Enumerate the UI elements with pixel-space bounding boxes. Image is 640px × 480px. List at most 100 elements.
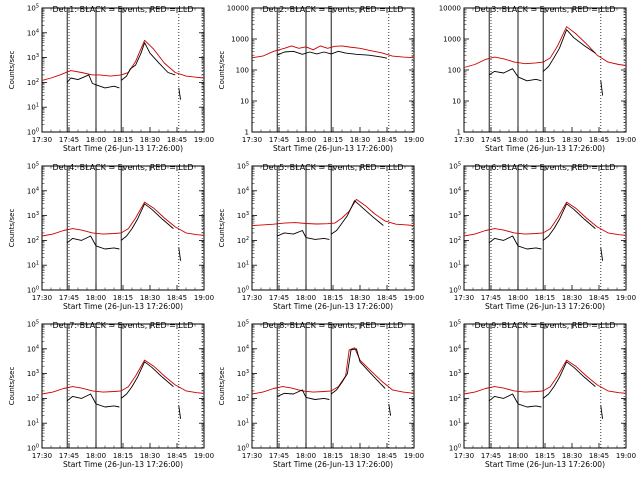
x-tick-label: 18:00 <box>86 294 106 302</box>
y-tick-label-base: 10 <box>27 212 36 220</box>
y-tick-label: 10 <box>240 98 249 106</box>
events-series-line <box>120 42 176 81</box>
y-axis-label: Counts/sec <box>218 209 226 248</box>
x-tick-label: 19:00 <box>404 136 424 144</box>
plot-frame <box>463 323 627 449</box>
x-axis-label: Start Time (26-Jun-13 17:26:00) <box>63 144 183 153</box>
x-tick-label: 19:00 <box>194 136 214 144</box>
x-tick-label: 18:30 <box>562 452 582 460</box>
y-tick-label-exponent: 0 <box>458 286 461 292</box>
lld-series-line <box>251 45 415 59</box>
events-series-line <box>600 80 604 96</box>
x-tick-label: 17:30 <box>454 136 474 144</box>
lld-series-line <box>41 359 205 395</box>
x-tick-label: 17:45 <box>481 452 501 460</box>
lld-series-line <box>41 201 205 237</box>
x-tick-label: 18:15 <box>113 294 133 302</box>
x-tick-label: 18:30 <box>350 294 370 302</box>
x-tick-label: 18:45 <box>589 136 609 144</box>
x-tick-label: 19:00 <box>616 136 636 144</box>
y-tick-label-exponent: 1 <box>246 419 249 425</box>
y-tick-label-base: 10 <box>449 445 458 453</box>
y-axis-label: Counts/sec <box>8 51 16 90</box>
y-tick-label: 1000 <box>231 36 249 44</box>
y-tick-label: 1 <box>457 129 461 137</box>
y-tick-label-exponent: 4 <box>458 186 461 192</box>
y-tick-label-base: 10 <box>449 370 458 378</box>
y-tick-label-exponent: 0 <box>36 444 39 450</box>
detector-panel: Det 9: BLACK = Events, RED = LLD10010110… <box>449 320 636 470</box>
y-tick-label: 104 <box>27 28 39 37</box>
x-tick-label: 18:00 <box>86 452 106 460</box>
x-tick-label: 18:30 <box>140 136 160 144</box>
y-tick-label: 101 <box>449 419 461 428</box>
y-tick-label-base: 10 <box>237 237 246 245</box>
x-tick-label: 18:15 <box>113 136 133 144</box>
y-tick-label: 102 <box>27 236 39 245</box>
y-tick-label-exponent: 3 <box>36 53 39 59</box>
y-tick-label: 102 <box>237 394 249 403</box>
x-tick-label: 18:30 <box>350 452 370 460</box>
y-tick-label-exponent: 5 <box>36 320 39 326</box>
y-tick-label-base: 10 <box>27 395 36 403</box>
y-tick-label: 1 <box>245 129 249 137</box>
x-tick-label: 17:30 <box>32 136 52 144</box>
y-tick-label-base: 10 <box>237 287 246 295</box>
y-tick-label: 104 <box>237 344 249 353</box>
x-tick-label: 17:45 <box>269 294 289 302</box>
x-tick-label: 18:00 <box>296 294 316 302</box>
x-tick-label: 18:45 <box>167 294 187 302</box>
x-axis-label: Start Time (26-Jun-13 17:26:00) <box>63 302 183 311</box>
y-tick-label-base: 10 <box>449 163 458 171</box>
y-tick-label: 103 <box>449 369 461 378</box>
x-tick-label: 18:45 <box>377 136 397 144</box>
x-tick-label: 18:00 <box>296 452 316 460</box>
x-axis-label: Start Time (26-Jun-13 17:26:00) <box>485 144 605 153</box>
y-tick-label: 100 <box>237 286 249 295</box>
y-tick-label: 10000 <box>439 5 461 13</box>
y-tick-label-exponent: 5 <box>36 162 39 168</box>
y-tick-label: 101 <box>27 261 39 270</box>
events-series-line <box>542 29 596 72</box>
x-tick-label: 19:00 <box>404 294 424 302</box>
y-tick-label-exponent: 2 <box>36 236 39 242</box>
y-tick-label-exponent: 3 <box>246 211 249 217</box>
x-tick-label: 17:30 <box>242 294 262 302</box>
x-tick-label: 18:45 <box>167 136 187 144</box>
events-series-line <box>600 405 604 419</box>
y-tick-label-base: 10 <box>449 321 458 329</box>
detector-panel: Det 6: BLACK = Events, RED = LLD10010110… <box>449 162 636 312</box>
x-tick-label: 18:15 <box>113 452 133 460</box>
events-series-line <box>178 247 182 261</box>
x-axis-label: Start Time (26-Jun-13 17:26:00) <box>63 460 183 469</box>
y-tick-label-base: 10 <box>449 212 458 220</box>
x-tick-label: 18:30 <box>350 136 370 144</box>
y-tick-label-base: 10 <box>27 29 36 37</box>
y-tick-label: 10 <box>452 98 461 106</box>
y-tick-label-base: 10 <box>237 420 246 428</box>
x-tick-label: 19:00 <box>404 452 424 460</box>
y-tick-label-exponent: 1 <box>36 261 39 267</box>
x-tick-label: 18:30 <box>140 294 160 302</box>
y-tick-label: 105 <box>237 320 249 329</box>
x-axis-label: Start Time (26-Jun-13 17:26:00) <box>485 460 605 469</box>
y-tick-label: 103 <box>237 211 249 220</box>
y-tick-label-base: 10 <box>449 420 458 428</box>
x-tick-label: 17:45 <box>269 452 289 460</box>
y-tick-label-base: 10 <box>237 445 246 453</box>
y-tick-label: 104 <box>237 186 249 195</box>
detector-panel: Det 1: BLACK = Events, RED = LLD10010110… <box>8 4 214 154</box>
plot-frame <box>41 323 205 449</box>
events-series-line <box>66 393 120 408</box>
x-tick-label: 18:45 <box>377 294 397 302</box>
x-tick-label: 18:00 <box>296 136 316 144</box>
y-tick-label: 102 <box>449 394 461 403</box>
y-tick-label: 101 <box>237 419 249 428</box>
lld-series-line <box>463 26 627 68</box>
y-tick-label: 100 <box>27 128 39 137</box>
x-tick-label: 18:15 <box>535 452 555 460</box>
x-tick-label: 18:00 <box>508 452 528 460</box>
y-tick-label-base: 10 <box>237 212 246 220</box>
y-tick-label-exponent: 2 <box>458 236 461 242</box>
lld-series-line <box>251 198 415 226</box>
